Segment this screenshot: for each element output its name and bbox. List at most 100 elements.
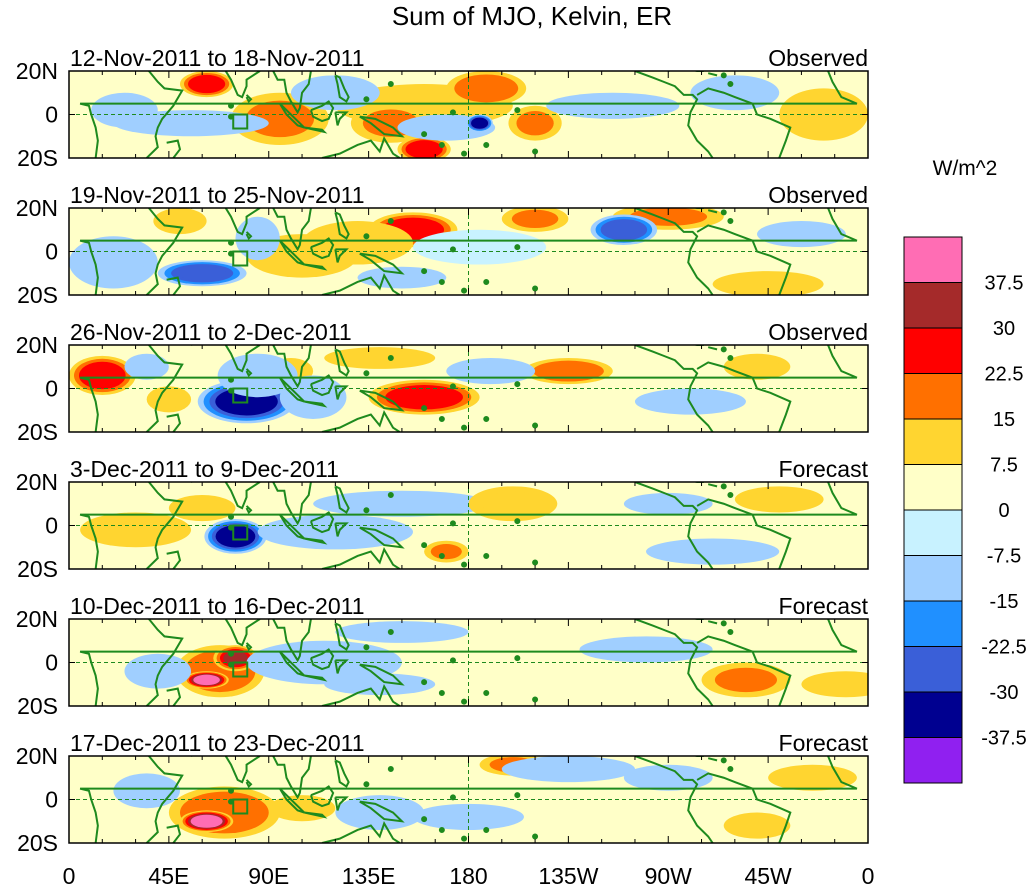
coastline xyxy=(166,687,182,706)
anomaly-contour xyxy=(348,800,411,825)
island xyxy=(727,81,734,88)
coastline xyxy=(272,208,312,252)
coastline xyxy=(334,385,349,400)
anomaly-contour xyxy=(748,490,811,509)
coastline xyxy=(707,209,718,214)
island xyxy=(514,518,521,525)
coastline xyxy=(166,550,182,569)
island xyxy=(727,355,734,362)
coastlines xyxy=(79,345,858,432)
island xyxy=(421,131,428,138)
island xyxy=(483,415,490,422)
island xyxy=(461,561,468,568)
island xyxy=(438,689,445,696)
coastline xyxy=(304,263,328,271)
lon-label: 90W xyxy=(645,863,693,889)
lat-label: 0 xyxy=(45,239,58,265)
coastlines xyxy=(79,208,858,295)
lon-label: 180 xyxy=(449,863,487,889)
colorbar-label: 15 xyxy=(993,409,1015,431)
anomaly-contour xyxy=(521,759,615,779)
lon-label: 0 xyxy=(862,863,875,889)
island xyxy=(720,620,727,627)
coastline xyxy=(668,619,672,620)
coastline xyxy=(191,756,261,784)
coastline xyxy=(245,505,253,515)
anomaly-contour xyxy=(413,229,547,265)
island xyxy=(363,233,370,240)
panel-period: 26-Nov-2011 to 2-Dec-2011 xyxy=(70,319,352,345)
colorbar-label: -7.5 xyxy=(987,546,1021,568)
coastline xyxy=(334,74,350,103)
island xyxy=(461,698,468,705)
island xyxy=(532,148,539,155)
coastline xyxy=(707,757,718,762)
coastline xyxy=(334,796,349,811)
lat-label: 20S xyxy=(17,693,58,719)
island xyxy=(363,370,370,377)
island xyxy=(483,552,490,559)
island xyxy=(449,109,456,116)
island xyxy=(387,218,394,225)
anomaly-contour xyxy=(195,675,218,685)
colorbar-label: -15 xyxy=(990,591,1019,613)
map-panel: 20N 0 20S 17-Dec-2011 to 23-Dec-2011 Forecas… xyxy=(16,730,869,856)
coastline xyxy=(145,345,184,432)
island xyxy=(438,826,445,833)
colorbar-label: 30 xyxy=(993,318,1015,340)
island xyxy=(727,766,734,773)
anomaly-contour xyxy=(733,816,781,835)
coastline xyxy=(245,368,253,378)
island xyxy=(720,72,727,79)
coastline xyxy=(634,756,714,843)
anomaly-contour xyxy=(355,624,449,640)
panel-type: Forecast xyxy=(779,730,869,756)
island xyxy=(720,346,727,353)
coastline xyxy=(696,224,792,295)
coastline xyxy=(359,800,405,823)
coastline xyxy=(304,674,328,682)
coastline xyxy=(145,482,184,569)
coastline xyxy=(668,71,672,72)
colorbar-swatch xyxy=(903,236,963,283)
panel-period: 10-Dec-2011 to 16-Dec-2011 xyxy=(70,593,365,619)
island xyxy=(363,96,370,103)
coastline xyxy=(707,72,718,77)
island xyxy=(421,816,428,823)
coastline xyxy=(321,136,401,158)
anomaly-contour xyxy=(541,363,596,379)
coastline xyxy=(309,785,335,808)
coastline xyxy=(245,779,253,789)
island xyxy=(228,376,235,383)
lat-label: 20S xyxy=(17,556,58,582)
coastline xyxy=(634,482,714,569)
island xyxy=(532,422,539,429)
island xyxy=(514,381,521,388)
coastline xyxy=(79,345,858,432)
coastline xyxy=(634,619,714,706)
coastline xyxy=(359,115,405,138)
anomaly-contour xyxy=(229,360,286,391)
anomaly-contour xyxy=(178,498,226,518)
lat-label: 0 xyxy=(45,513,58,539)
coastline xyxy=(304,537,328,545)
coastline xyxy=(245,231,253,241)
anomaly-contour xyxy=(191,76,222,92)
colorbar-label: 22.5 xyxy=(985,364,1024,386)
island xyxy=(363,781,370,788)
island xyxy=(387,766,394,773)
colorbar-swatch xyxy=(903,327,963,374)
coastline xyxy=(334,522,349,537)
island xyxy=(514,244,521,251)
anomaly-contour xyxy=(481,491,544,516)
coastline xyxy=(334,348,350,377)
anomaly-contour xyxy=(792,96,855,133)
lon-label: 135W xyxy=(538,863,598,889)
coastline xyxy=(634,71,714,158)
coastline xyxy=(334,211,350,240)
panel-type: Observed xyxy=(768,182,868,208)
island xyxy=(228,787,235,794)
anomaly-contour xyxy=(462,77,511,99)
coastline xyxy=(321,684,401,706)
island xyxy=(421,679,428,686)
